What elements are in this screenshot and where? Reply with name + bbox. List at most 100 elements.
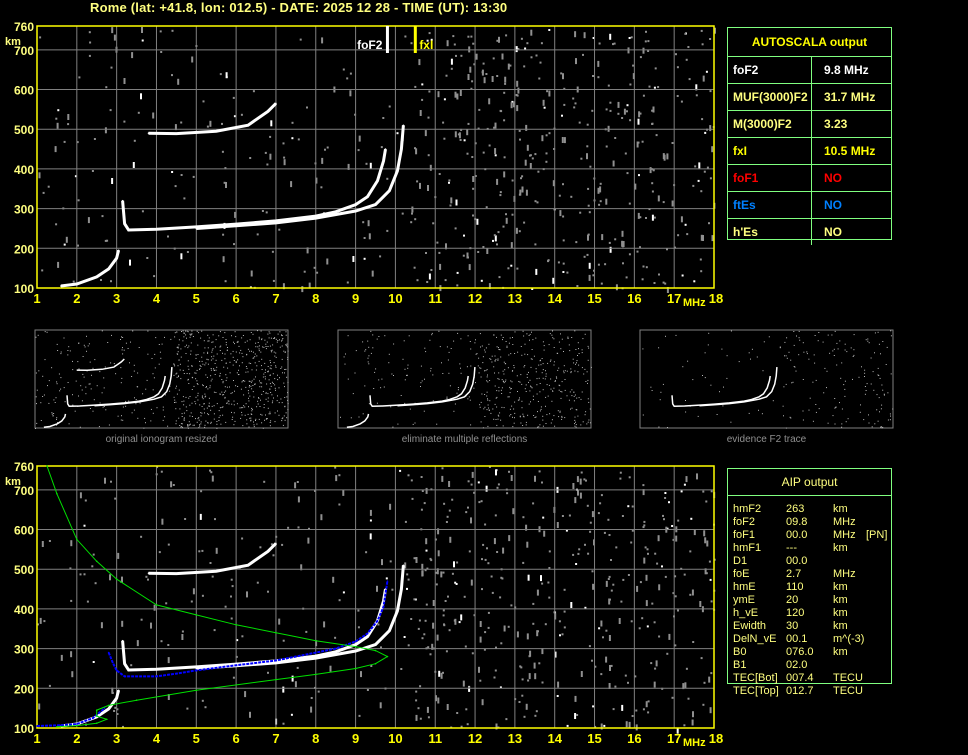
noise-echo [274, 412, 276, 414]
noise-echo [210, 422, 212, 424]
noise-echo [277, 340, 279, 341]
noise-echo [222, 233, 225, 236]
page-title: Rome (lat: +41.8, lon: 012.5) - DATE: 20… [90, 0, 508, 15]
noise-echo [566, 395, 568, 397]
noise-echo [152, 373, 154, 375]
noise-echo [415, 148, 418, 155]
noise-echo [117, 415, 119, 417]
noise-echo [674, 575, 677, 578]
noise-echo [519, 397, 520, 399]
noise-echo [391, 588, 394, 591]
noise-echo [177, 351, 179, 353]
noise-echo [866, 383, 868, 385]
noise-echo [101, 392, 103, 394]
noise-echo [610, 559, 612, 561]
noise-echo [261, 365, 262, 367]
noise-echo [216, 366, 218, 368]
trace-point [147, 572, 150, 574]
noise-echo [40, 420, 42, 421]
noise-echo [671, 525, 674, 527]
trace-point [107, 704, 110, 707]
noise-echo [202, 398, 204, 400]
noise-echo [130, 341, 131, 343]
noise-echo [545, 152, 548, 155]
noise-echo [579, 211, 582, 214]
noise-echo [190, 334, 192, 336]
noise-echo [570, 408, 571, 410]
noise-echo [573, 362, 575, 364]
trace-point [247, 124, 249, 127]
noise-echo [47, 385, 48, 387]
noise-echo [758, 409, 759, 411]
noise-echo [265, 348, 267, 350]
noise-echo [629, 119, 632, 122]
noise-echo [83, 344, 85, 346]
noise-echo [653, 681, 656, 688]
y-tick-label: 100 [14, 722, 34, 736]
noise-echo [205, 387, 207, 388]
noise-echo [533, 355, 535, 357]
noise-echo [874, 423, 876, 425]
noise-echo [537, 630, 539, 633]
noise-echo [421, 380, 423, 382]
noise-echo [530, 386, 532, 388]
noise-echo [261, 422, 263, 424]
noise-echo [532, 502, 535, 505]
noise-echo [499, 596, 502, 599]
noise-echo [120, 367, 122, 369]
noise-echo [263, 346, 265, 348]
trace-point [267, 550, 269, 553]
noise-echo [439, 263, 442, 270]
noise-echo [358, 416, 360, 418]
noise-echo [448, 351, 450, 353]
noise-echo [176, 372, 178, 374]
noise-echo [572, 358, 574, 360]
noise-echo [624, 152, 627, 155]
noise-echo [489, 358, 491, 360]
noise-echo [269, 345, 271, 347]
noise-echo [487, 425, 489, 427]
noise-echo [283, 156, 286, 159]
noise-echo [514, 353, 516, 354]
noise-echo [250, 270, 253, 277]
noise-echo [538, 470, 541, 473]
noise-echo [99, 402, 101, 404]
noise-echo [53, 413, 55, 414]
noise-echo [702, 375, 703, 376]
noise-echo [201, 594, 204, 597]
noise-echo [539, 61, 542, 64]
noise-echo [431, 643, 434, 650]
noise-echo [233, 404, 235, 406]
noise-echo [249, 385, 250, 386]
noise-echo [702, 490, 705, 493]
aip-row: ymE 20 km [733, 594, 887, 607]
noise-echo [263, 404, 265, 405]
noise-echo [514, 401, 516, 403]
noise-echo [281, 358, 283, 360]
noise-echo [554, 651, 557, 658]
noise-echo [282, 686, 285, 693]
trace-point [115, 669, 118, 672]
noise-echo [215, 392, 217, 393]
noise-echo [671, 200, 674, 207]
noise-echo [482, 543, 485, 546]
noise-echo [324, 148, 326, 151]
noise-echo [83, 376, 85, 378]
noise-echo [658, 426, 660, 428]
noise-echo [834, 423, 836, 425]
noise-echo [697, 415, 699, 417]
noise-echo [224, 167, 227, 170]
noise-echo [150, 408, 152, 410]
noise-echo [588, 274, 591, 281]
noise-echo [587, 359, 589, 361]
trace-point [334, 650, 337, 653]
noise-echo [790, 417, 792, 419]
noise-echo [493, 418, 495, 420]
noise-echo [201, 406, 203, 407]
noise-echo [493, 234, 496, 237]
noise-echo [834, 330, 836, 332]
noise-echo [655, 134, 658, 137]
noise-echo [599, 186, 602, 193]
noise-echo [248, 386, 250, 388]
noise-echo [376, 338, 378, 340]
